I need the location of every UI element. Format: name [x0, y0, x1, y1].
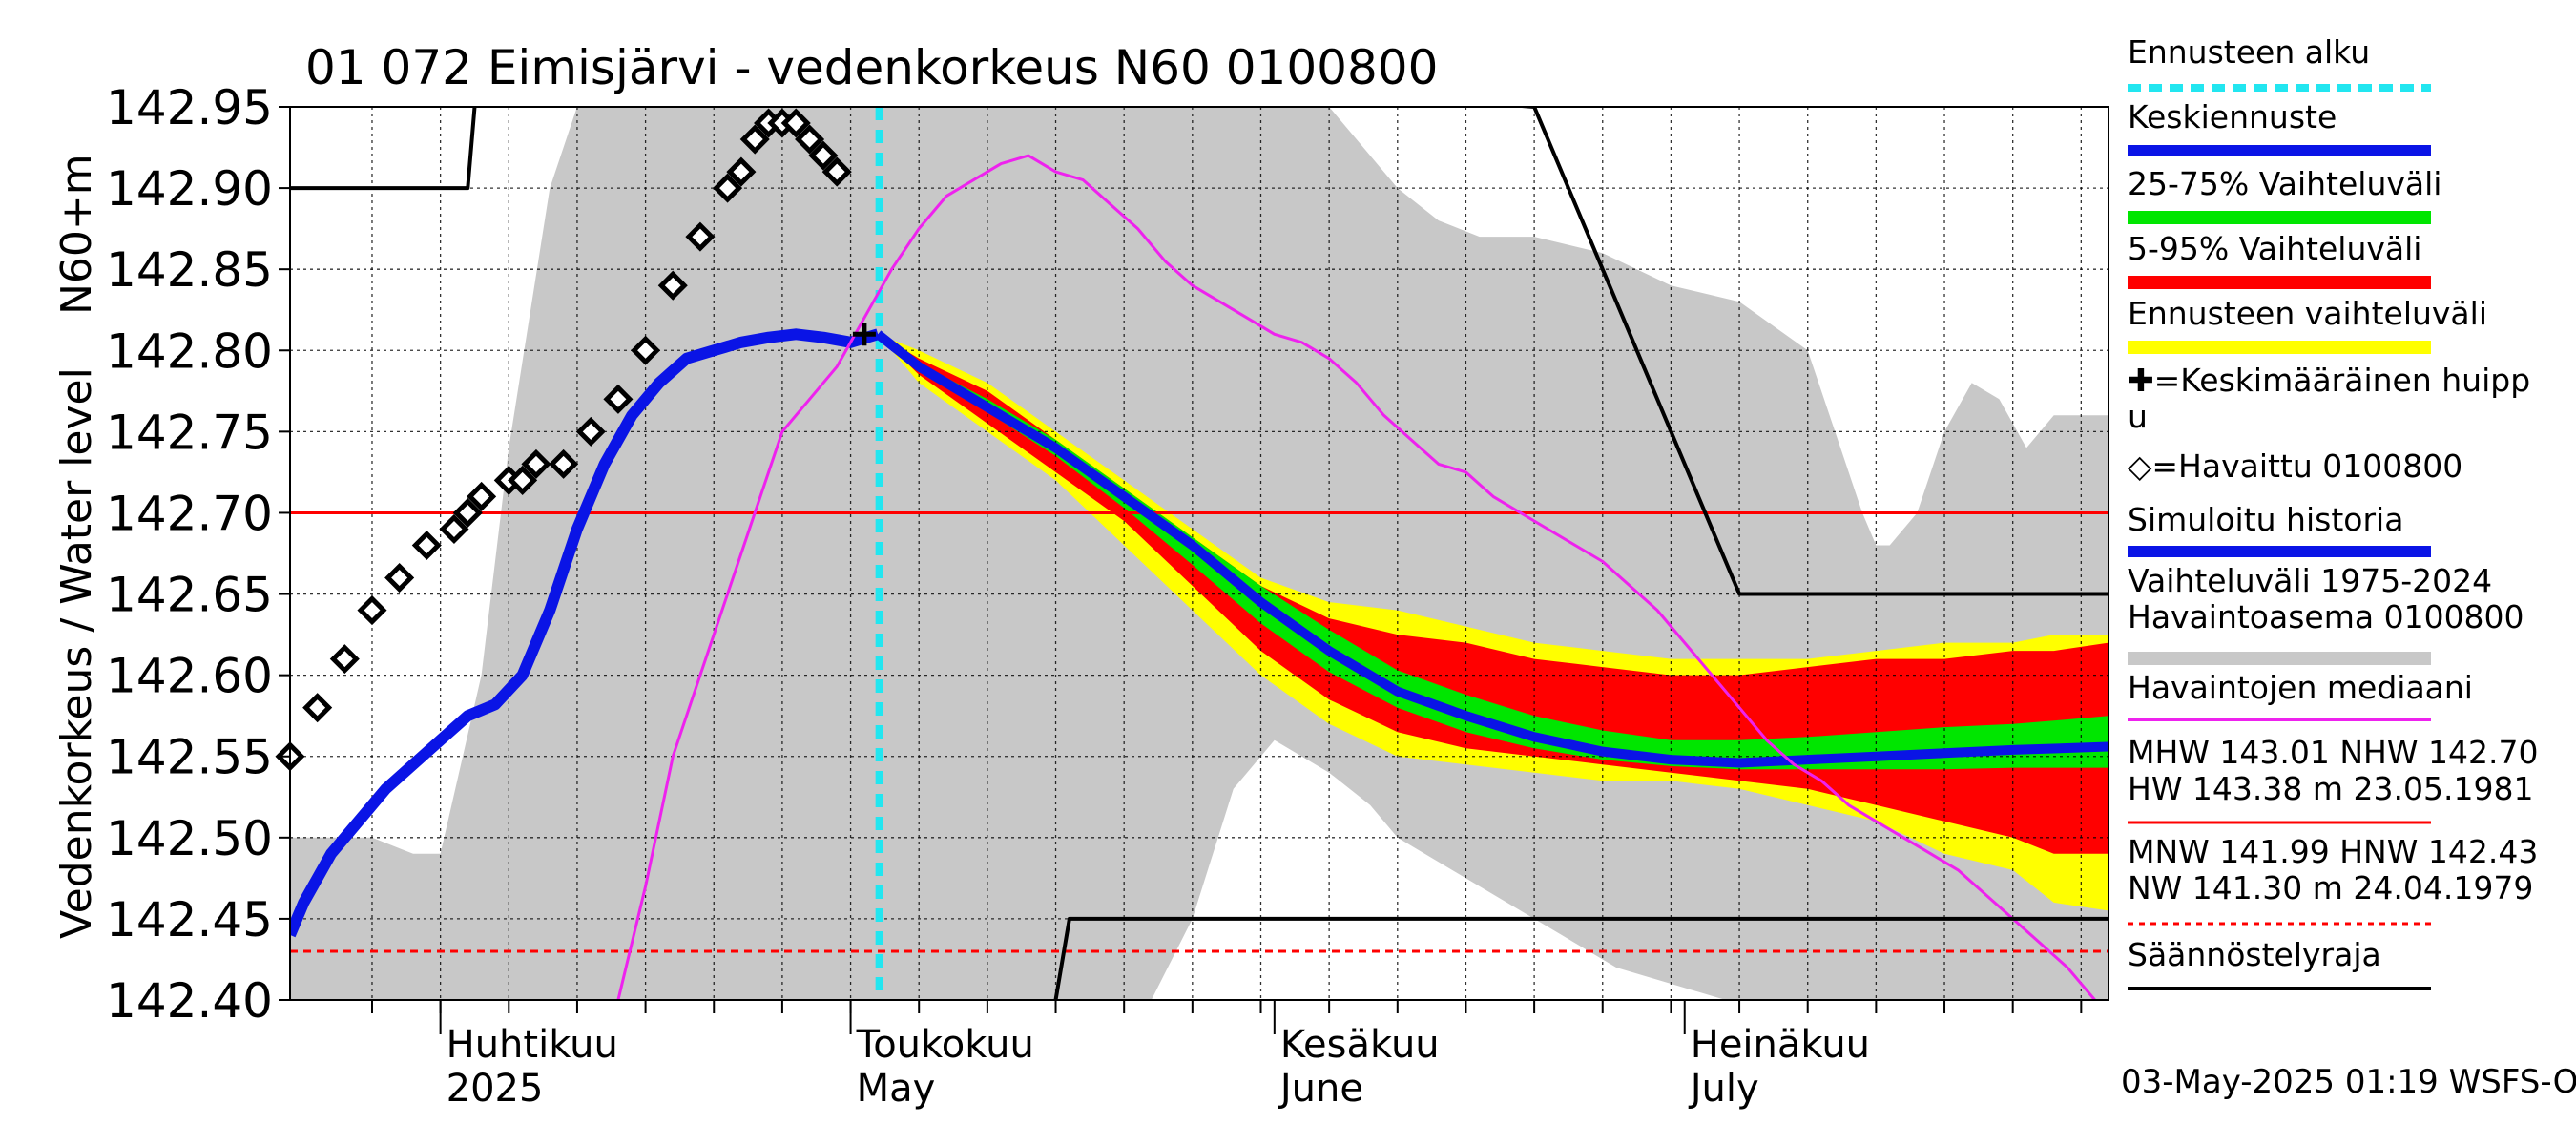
legend-item-keskiennuste: Keskiennuste [2128, 98, 2431, 156]
legend-label: Vaihteluväli 1975-2024 [2128, 562, 2492, 599]
y-tick-label: 142.50 [106, 811, 273, 866]
month-label-en: June [1278, 1067, 1363, 1111]
y-axis-label-inner: N60+m [52, 154, 101, 315]
footer-timestamp: 03-May-2025 01:19 WSFS-O [2121, 1063, 2576, 1101]
observed-point [575, 416, 606, 447]
month-label-fi: Toukokuu [856, 1023, 1034, 1067]
observed-point [631, 335, 661, 365]
series-line-sa-a-nno-stelyraja-yla [290, 107, 2109, 596]
y-tick-label: 142.60 [106, 649, 273, 704]
series-line-keskiennuste [875, 330, 2109, 768]
mean-peak-marker [852, 323, 876, 346]
y-tick-label: 142.40 [106, 973, 273, 1029]
legend-label: 25-75% Vaihteluväli [2128, 165, 2441, 202]
observed-point [739, 124, 770, 155]
month-label-en: 2025 [447, 1067, 544, 1111]
series-line-havaintojen-mediaani [616, 154, 2096, 1000]
legend-label: Havaintojen mediaani [2128, 669, 2473, 706]
y-tick-label: 142.95 [106, 80, 273, 135]
y-tick-label: 142.75 [106, 405, 273, 460]
observed-point [795, 124, 825, 155]
month-label-en: May [857, 1067, 936, 1111]
legend-item-ennusteen-alku: Ennusteen alku [2128, 33, 2431, 92]
legend-label: MHW 143.01 NHW 142.70 [2128, 734, 2538, 771]
series-lines-layer [290, 107, 2109, 1000]
observed-point [726, 156, 757, 187]
observed-point [357, 595, 387, 626]
series-line-sa-a-nno-stelyraja-ala [1053, 916, 2109, 1000]
legend-item-vaihteluva-li-1975-2024-havaintoasema-0100800: Vaihteluväli 1975-2024 Havaintoasema 010… [2128, 562, 2524, 665]
legend: Ennusteen alku Keskiennuste 25-75% Vaihtel… [2128, 33, 2538, 990]
observed-point [452, 497, 483, 528]
legend-item-25-75-vaihteluva-li: 25-75% Vaihteluväli [2128, 165, 2441, 224]
legend-item-havaittu-0100800: ◇=Havaittu 0100800 [2128, 448, 2462, 485]
band-25-75-vaihteluva-li [878, 334, 2109, 770]
y-tick-label: 142.45 [106, 892, 273, 947]
legend-item-ennusteen-vaihteluva-li: Ennusteen vaihteluväli [2128, 295, 2487, 354]
y-tick-labels: 142.95 142.90 142.85 142.80 142.75 142.70 142.… [106, 80, 273, 1029]
month-label-en: July [1688, 1067, 1759, 1111]
legend-label: HW 143.38 m 23.05.1981 [2128, 770, 2533, 807]
observed-point [603, 384, 634, 414]
grid-layer [290, 107, 2109, 1000]
legend-item-5-95-vaihteluva-li: 5-95% Vaihteluväli [2128, 230, 2431, 289]
y-tick-label: 142.65 [106, 568, 273, 623]
observed-point [808, 140, 839, 171]
observed-point [713, 173, 743, 203]
observed-point [685, 221, 716, 252]
observed-point [302, 693, 333, 723]
y-tick-label: 142.85 [106, 242, 273, 298]
band-vaihteluva-li-aukko [1055, 739, 2109, 1000]
markers-layer [275, 108, 876, 772]
legend-label: u [2128, 398, 2148, 435]
legend-item-sa-a-nno-stelyraja: Säännöstelyraja [2128, 936, 2431, 990]
observed-point [521, 448, 551, 479]
legend-label: Simuloitu historia [2128, 501, 2403, 538]
series-line-simuloitu-historia [290, 328, 880, 938]
y-tick-label: 142.55 [106, 730, 273, 785]
y-tick-label: 142.90 [106, 161, 273, 217]
legend-label: MNW 141.99 HNW 142.43 [2128, 833, 2538, 870]
month-label-fi: Heinäkuu [1691, 1023, 1870, 1067]
legend-label: Säännöstelyraja [2128, 936, 2381, 973]
month-label-fi: Huhtikuu [447, 1023, 618, 1067]
observed-point [821, 156, 852, 187]
observed-point [657, 270, 688, 301]
y-tick-label: 142.80 [106, 323, 273, 379]
legend-label: Ennusteen vaihteluväli [2128, 295, 2487, 332]
chart-title: 01 072 Eimisjärvi - vedenkorkeus N60 010… [305, 40, 1438, 95]
legend-label: ✚=Keskimääräinen huipp [2128, 362, 2530, 399]
legend-item-simuloitu-historia: Simuloitu historia [2128, 501, 2431, 557]
legend-label: 5-95% Vaihteluväli [2128, 230, 2421, 267]
plot-frame [279, 106, 2109, 1034]
observed-point [411, 530, 442, 561]
reference-lines-layer [290, 107, 2109, 1000]
band-5-95-vaihteluva-li [878, 334, 2109, 854]
observed-point [439, 513, 469, 545]
observed-point [467, 481, 497, 511]
observed-point [508, 465, 538, 495]
legend-label: ◇=Havaittu 0100800 [2128, 448, 2462, 485]
legend-label: Havaintoasema 0100800 [2128, 598, 2524, 635]
observed-point [780, 108, 811, 138]
observed-point [384, 562, 415, 593]
month-label-fi: Kesäkuu [1280, 1023, 1440, 1067]
legend-label: NW 141.30 m 24.04.1979 [2128, 869, 2533, 906]
y-tick-label: 142.70 [106, 486, 273, 541]
y-axis-label-outer: Vedenkorkeus / Water level [52, 367, 101, 939]
observed-point [329, 644, 360, 675]
plot-border [289, 106, 2109, 1001]
observed-point [549, 448, 579, 479]
legend-label: Keskiennuste [2128, 98, 2337, 135]
legend-label: Ennusteen alku [2128, 33, 2370, 71]
legend-item-havaintojen-mediaani: Havaintojen mediaani [2128, 669, 2473, 721]
